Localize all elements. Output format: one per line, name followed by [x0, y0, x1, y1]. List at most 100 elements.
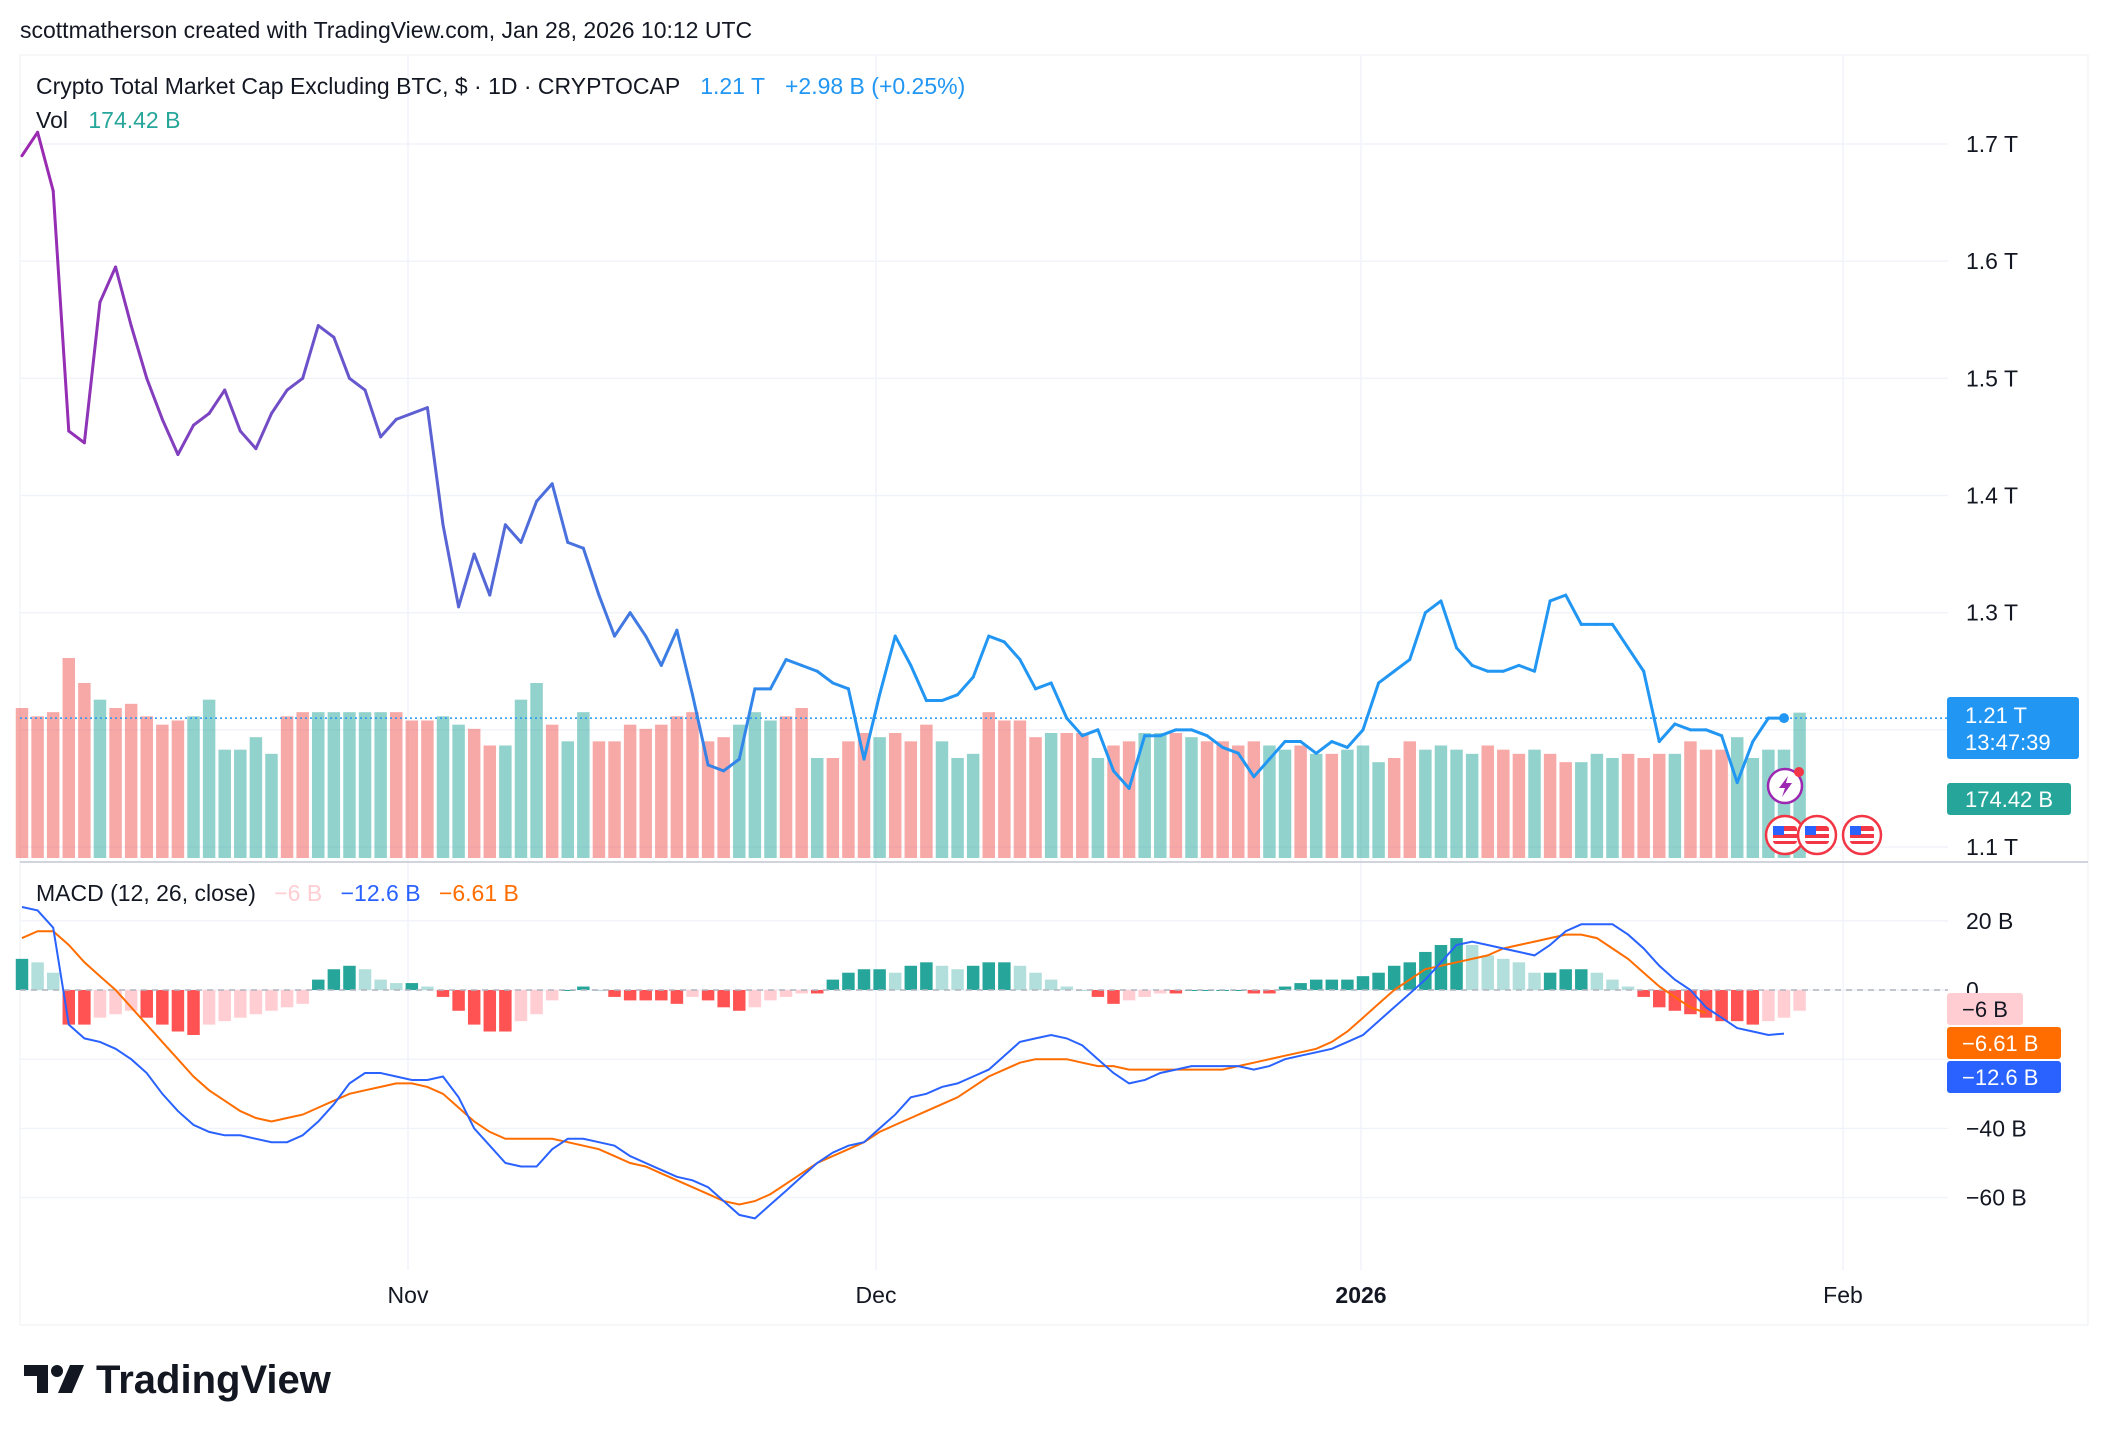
price-segment: [20, 130, 40, 158]
macd-hist-bar: [327, 969, 341, 990]
macd-hist-bar: [1419, 951, 1432, 990]
macd-hist-bar: [265, 990, 278, 1011]
macd-hist-bar: [1528, 972, 1541, 990]
volume-bar: [452, 724, 465, 858]
macd-hist-bar: [514, 990, 528, 1022]
price-segment: [987, 634, 1006, 644]
last-value-text: 1.21 T: [700, 73, 765, 99]
macd-hist-bar: [296, 990, 309, 1004]
us-flag-event-icon[interactable]: [1841, 814, 1883, 856]
volume-bar: [1543, 753, 1557, 858]
macd-legend[interactable]: MACD (12, 26, close) −6 B −12.6 B −6.61 …: [36, 880, 519, 906]
volume-bar: [1232, 745, 1245, 858]
volume-bar: [31, 716, 44, 858]
volume-bar: [1559, 762, 1572, 858]
price-segment: [503, 523, 523, 544]
volume-legend[interactable]: Vol 174.42 B: [36, 107, 180, 133]
time-axis[interactable]: Nov Dec 2026 Feb: [388, 1282, 1863, 1308]
macd-hist-bar: [1122, 990, 1136, 1001]
volume-bar: [358, 712, 372, 858]
price-segment: [238, 429, 258, 451]
price-axis[interactable]: 1.7 T 1.6 T 1.5 T 1.4 T 1.3 T 1.1 T: [1966, 131, 2018, 860]
price-segment: [1314, 740, 1334, 755]
volume-bar: [15, 708, 29, 858]
volume-bar: [1746, 758, 1760, 858]
macd-hist-bar: [15, 958, 29, 990]
macd-hist-bar: [545, 990, 559, 1001]
volume-bar: [779, 716, 793, 858]
price-segment: [1408, 611, 1427, 662]
macd-hist-bar: [623, 990, 637, 1001]
price-segment: [956, 675, 975, 697]
price-segment: [394, 411, 414, 421]
price-segment: [1330, 740, 1349, 749]
price-segment: [1221, 745, 1240, 755]
macd-hist-bar: [140, 990, 153, 1018]
macd-hist-bar: [1793, 990, 1806, 1011]
price-segment: [878, 634, 897, 697]
macd-hist-bar: [156, 990, 169, 1025]
price-line: [20, 130, 1786, 790]
volume-bar: [1154, 733, 1167, 858]
macd-hist-bar: [171, 990, 185, 1032]
price-segment: [82, 300, 102, 445]
symbol-title[interactable]: Crypto Total Market Cap Excluding BTC, $…: [36, 73, 965, 99]
macd-hist-bar: [951, 969, 964, 990]
macd-hist-bar: [1387, 965, 1401, 990]
macd-hist-bar: [1746, 990, 1760, 1025]
price-segment: [1735, 740, 1755, 785]
us-flag-event-icon[interactable]: [1764, 814, 1806, 856]
volume-bar: [312, 712, 325, 858]
grid: [20, 55, 1948, 1270]
macd-hist-bar: [1341, 979, 1354, 990]
volume-bar: [935, 741, 949, 858]
price-segment: [347, 376, 367, 392]
volume-bar: [140, 716, 153, 858]
price-segment: [1423, 599, 1443, 615]
price-segment: [690, 693, 710, 767]
volume-bar: [623, 724, 637, 858]
price-segment: [472, 552, 492, 597]
volume-bar: [608, 741, 621, 858]
price-segment: [207, 388, 227, 415]
price-segment: [51, 189, 71, 433]
volume-bar: [951, 758, 964, 858]
macd-axis[interactable]: 20 B0−40 B−60 B: [1966, 908, 2027, 1211]
macd-hist-bar: [218, 990, 231, 1022]
price-segment: [269, 388, 289, 415]
price-tick-label: 1.4 T: [1966, 483, 2018, 509]
macd-hist-bar: [592, 990, 606, 991]
macd-line-badge: −12.6 B: [1947, 1061, 2061, 1093]
macd-hist-badge-label: −6 B: [1962, 997, 2008, 1022]
volume-bar: [639, 728, 652, 858]
time-label-feb: Feb: [1823, 1282, 1863, 1308]
volume-bar: [280, 716, 294, 858]
flash-event-icon[interactable]: [1766, 767, 1804, 805]
volume-bar: [530, 683, 543, 858]
macd-hist-bar: [78, 990, 91, 1025]
us-flag-event-icon[interactable]: [1796, 814, 1838, 856]
price-segment: [1205, 734, 1225, 749]
macd-hist-bar: [31, 962, 44, 990]
price-segment: [519, 499, 539, 544]
macd-hist-bar: [374, 979, 387, 990]
volume-bar: [655, 724, 668, 858]
price-segment: [285, 376, 305, 392]
macd-hist-bar: [187, 990, 200, 1035]
price-segment: [160, 417, 180, 456]
volume-bar: [1356, 745, 1370, 858]
price-segment: [940, 693, 960, 703]
volume-bar: [374, 712, 387, 858]
tradingview-logo[interactable]: TradingView: [24, 1358, 332, 1402]
price-segment: [1642, 669, 1661, 744]
macd-hist-bar: [748, 990, 762, 1008]
macd-hist-bar: [1294, 983, 1307, 990]
macd-hist-bar: [1013, 965, 1027, 990]
price-segment: [410, 406, 429, 415]
price-segment: [1096, 728, 1116, 773]
price-segment: [1034, 681, 1053, 691]
volume-bar: [421, 720, 434, 858]
volume-bar: [218, 749, 231, 858]
volume-bar: [904, 741, 918, 858]
